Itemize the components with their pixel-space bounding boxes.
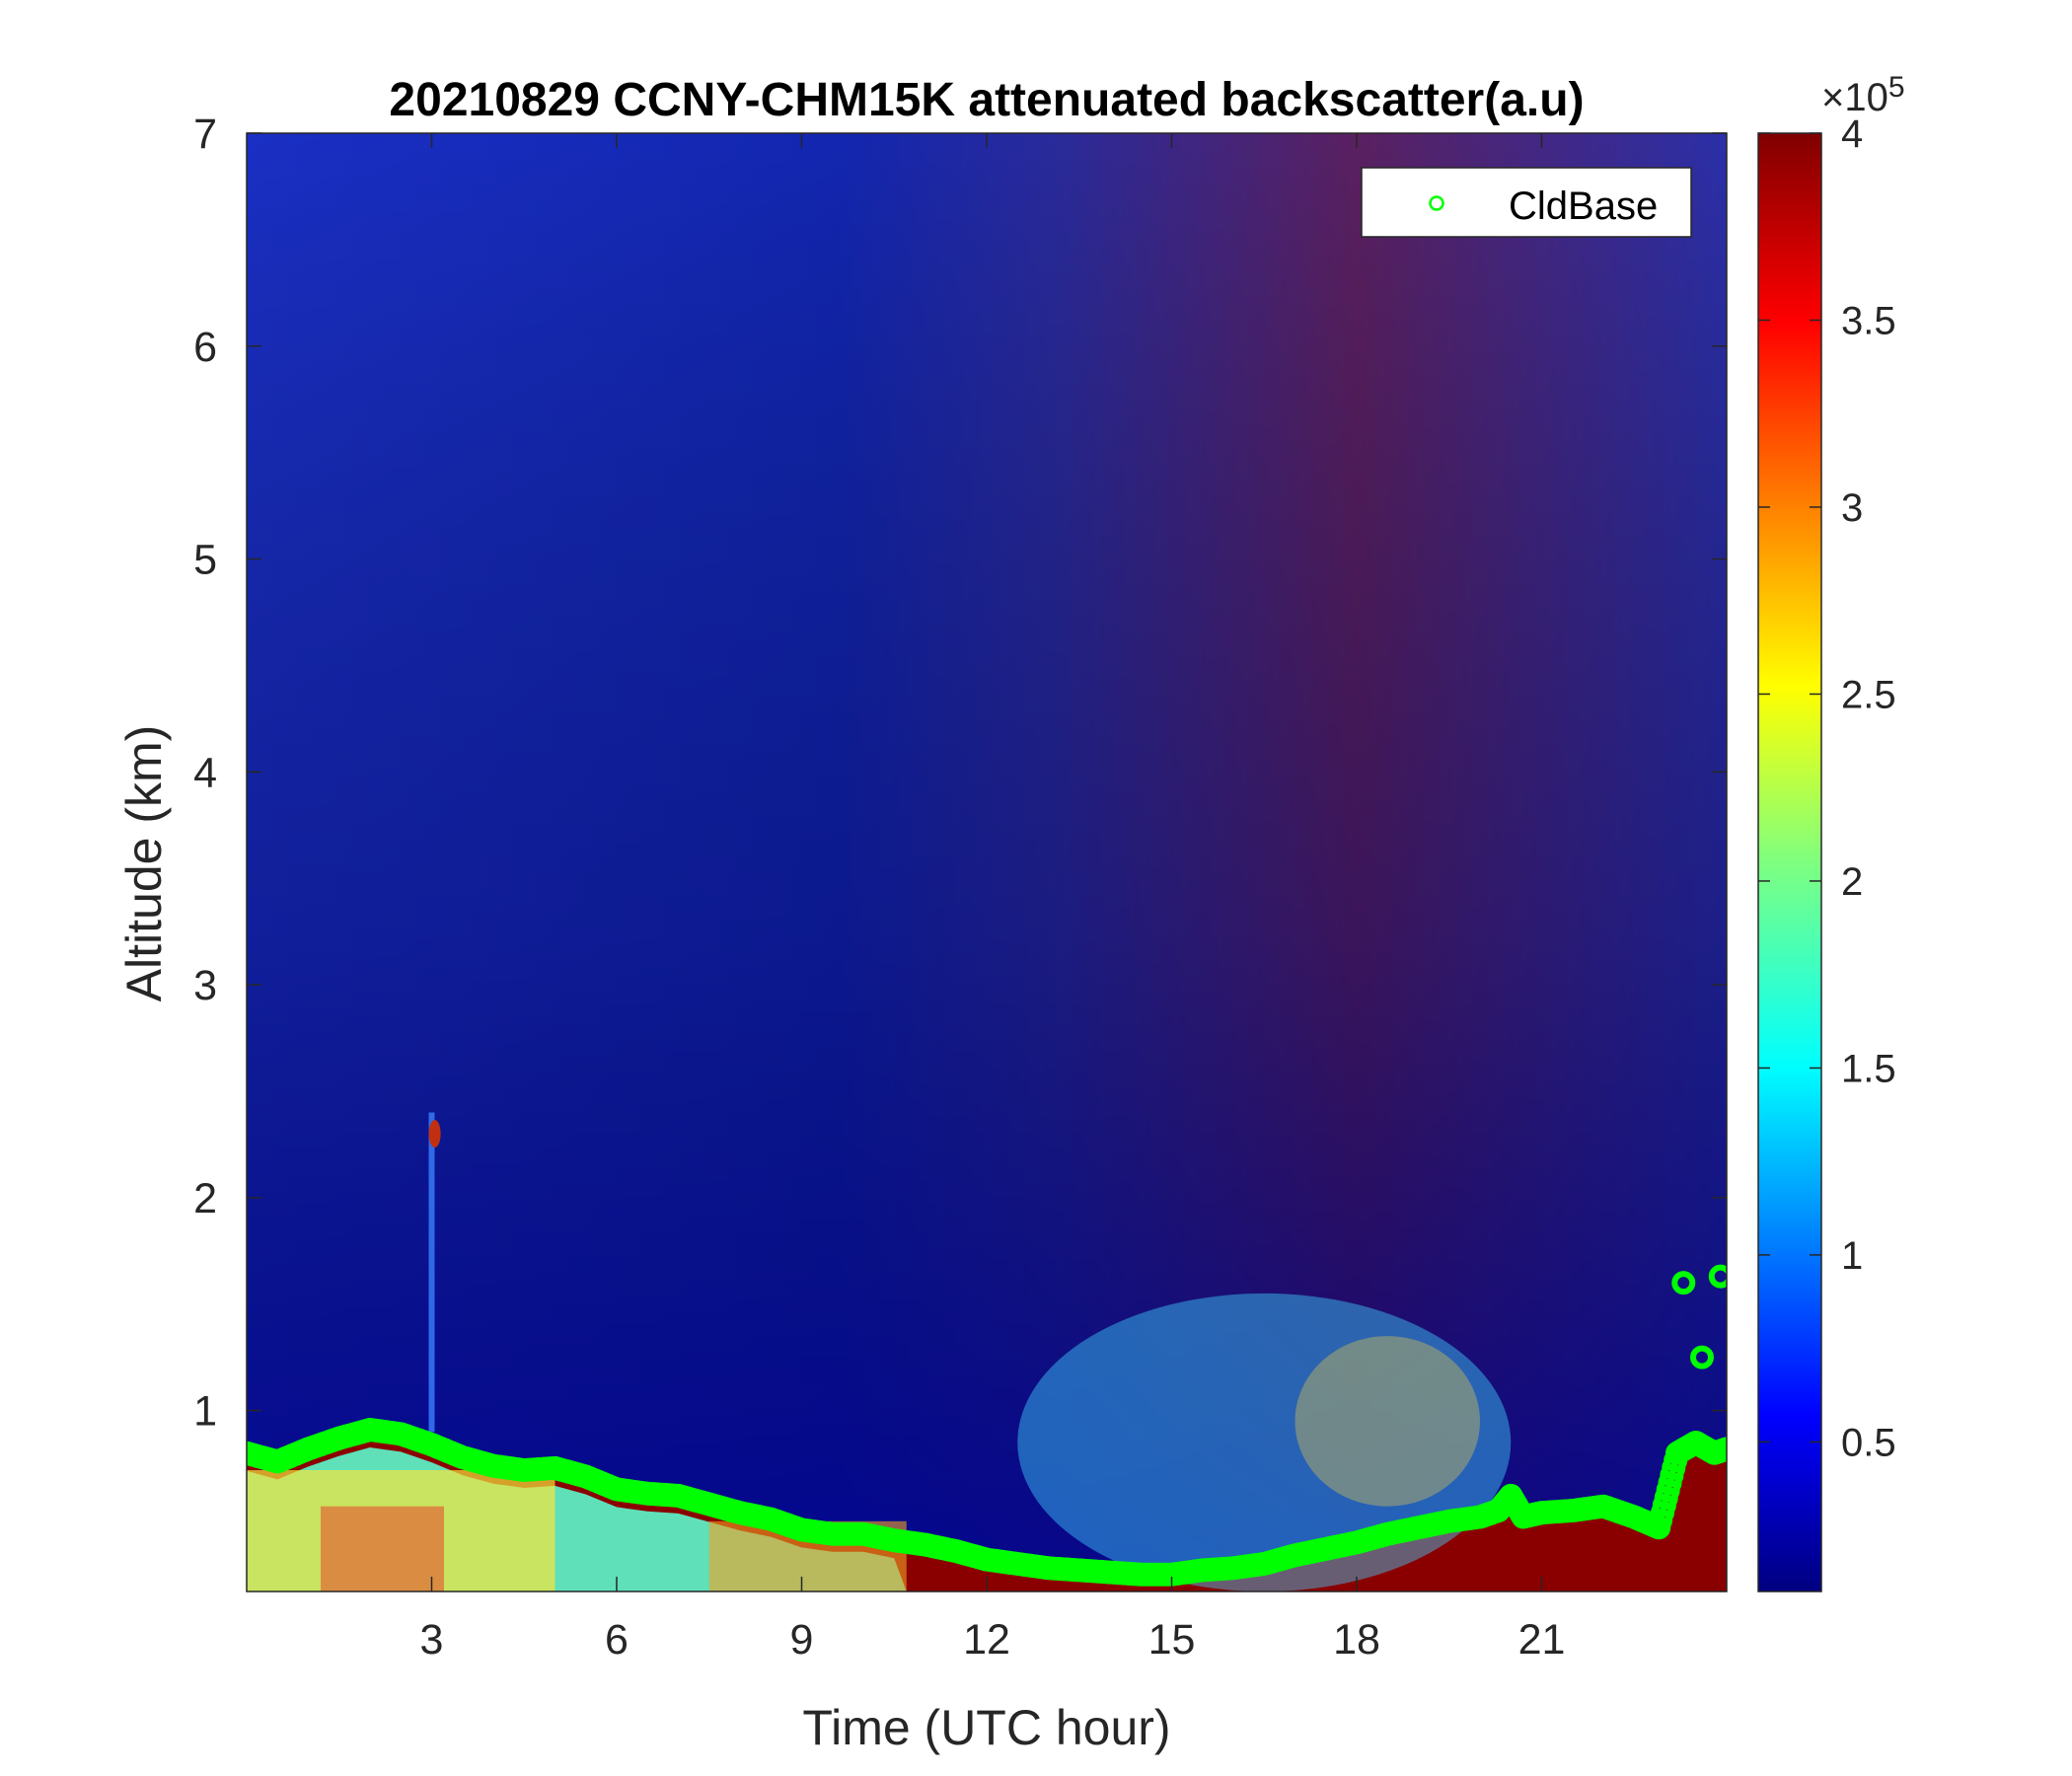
colorbar-tick-label: 3 bbox=[1841, 486, 1863, 530]
colorbar-tick-label: 2.5 bbox=[1841, 673, 1896, 716]
colorbar-tick-label: 1 bbox=[1841, 1234, 1863, 1278]
y-tick-label: 5 bbox=[193, 537, 217, 584]
x-tick-label: 9 bbox=[790, 1616, 814, 1664]
backscatter-features bbox=[247, 1112, 1727, 1591]
backscatter-lower-shade bbox=[247, 133, 1727, 1591]
cldbase-point bbox=[1690, 1345, 1714, 1369]
aerosol-layer bbox=[1017, 1293, 1512, 1591]
chart-title: 20210829 CCNY-CHM15K attenuated backscat… bbox=[389, 74, 1584, 126]
red-backscatter-region bbox=[321, 1506, 444, 1591]
plume-cloud bbox=[428, 1120, 441, 1148]
y-tick-label: 1 bbox=[193, 1388, 217, 1436]
colorbar: 0.5 1 1.5 2 2.5 3 3.5 4 ×105 bbox=[1757, 71, 1905, 1592]
x-tick-label: 18 bbox=[1333, 1616, 1380, 1664]
colorbar-tick-label: 3.5 bbox=[1841, 299, 1896, 342]
colorbar-tick-label: 2 bbox=[1841, 860, 1863, 904]
colorbar-tick-label: 0.5 bbox=[1841, 1421, 1896, 1464]
cldbase-point-interp bbox=[1713, 1437, 1727, 1461]
colorbar-multiplier-base: ×10 bbox=[1821, 76, 1888, 119]
colorbar-multiplier: ×105 bbox=[1821, 71, 1905, 119]
aerosol-layer-core bbox=[1295, 1336, 1480, 1507]
y-tick-label: 4 bbox=[193, 749, 217, 796]
colorbar-tick-label: 1.5 bbox=[1841, 1047, 1896, 1090]
x-tick-label: 6 bbox=[605, 1616, 629, 1664]
plot-area bbox=[247, 133, 1727, 1591]
colorbar-gradient bbox=[1757, 132, 1822, 1592]
x-tick-label: 15 bbox=[1148, 1616, 1196, 1664]
y-tick-label: 3 bbox=[193, 962, 217, 1009]
colorbar-tick-label: 4 bbox=[1841, 112, 1863, 156]
plume-streak bbox=[428, 1112, 435, 1433]
cldbase-point bbox=[1671, 1271, 1696, 1295]
y-axis-label: Altitude (km) bbox=[116, 725, 172, 1002]
y-tick-label: 6 bbox=[193, 324, 217, 371]
x-tick-label: 12 bbox=[963, 1616, 1010, 1664]
cldbase-markers bbox=[247, 1264, 1727, 1587]
x-tick-label: 3 bbox=[420, 1616, 444, 1664]
legend-marker-cldbase bbox=[1429, 195, 1444, 211]
x-tick-label: 21 bbox=[1518, 1616, 1566, 1664]
y-tick-label: 7 bbox=[193, 111, 217, 158]
y-tick-label: 2 bbox=[193, 1175, 217, 1222]
legend-label-cldbase: CldBase bbox=[1509, 185, 1658, 228]
cldbase-point bbox=[1708, 1264, 1727, 1289]
legend-box bbox=[1361, 167, 1692, 238]
x-axis-label: Time (UTC hour) bbox=[802, 1700, 1170, 1755]
colorbar-ticks: 0.5 1 1.5 2 2.5 3 3.5 4 bbox=[1758, 112, 1896, 1464]
colorbar-multiplier-exponent: 5 bbox=[1888, 71, 1905, 104]
legend: CldBase bbox=[1361, 167, 1692, 238]
y-axis: 1 2 3 4 5 6 7 bbox=[193, 111, 1727, 1436]
x-axis: 3 6 9 12 15 18 21 bbox=[420, 133, 1566, 1664]
